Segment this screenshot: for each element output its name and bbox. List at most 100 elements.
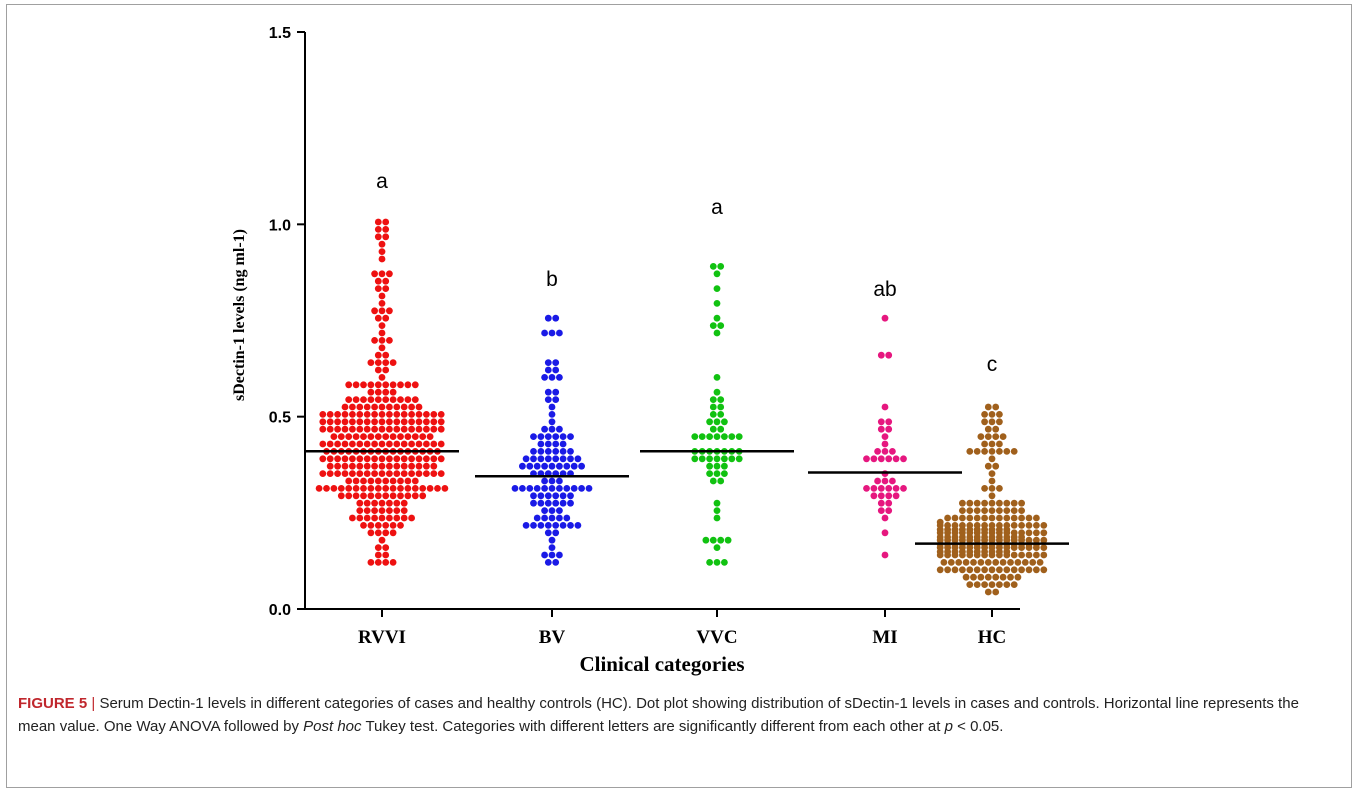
data-point-bv	[585, 485, 593, 492]
data-point-hc	[981, 485, 988, 492]
data-point-rvvi	[367, 522, 375, 529]
data-point-rvvi	[423, 418, 430, 426]
data-point-rvvi	[367, 559, 375, 566]
data-point-vvc	[717, 425, 725, 433]
data-point-rvvi	[386, 507, 393, 514]
data-point-vvc	[713, 462, 721, 470]
data-point-rvvi	[404, 492, 412, 500]
data-point-rvvi	[386, 425, 393, 433]
data-point-rvvi	[356, 440, 364, 448]
data-point-rvvi	[349, 418, 356, 426]
data-point-bv	[548, 425, 556, 433]
data-point-hc	[988, 499, 996, 507]
data-point-mi	[881, 440, 889, 448]
data-point-hc	[996, 514, 1003, 522]
data-point-rvvi	[374, 396, 382, 403]
data-point-vvc	[713, 329, 721, 337]
data-point-hc	[966, 533, 974, 541]
data-point-rvvi	[374, 277, 382, 285]
data-point-rvvi	[400, 470, 408, 477]
data-point-rvvi	[345, 381, 353, 389]
data-point-bv	[559, 448, 567, 455]
data-point-hc	[1025, 566, 1033, 574]
data-point-rvvi	[371, 307, 378, 315]
data-point-hc	[992, 588, 1000, 596]
data-point-rvvi	[367, 388, 375, 396]
data-point-rvvi	[382, 226, 390, 233]
data-point-vvc	[713, 514, 721, 522]
data-point-hc	[944, 514, 951, 522]
data-point-hc	[973, 533, 981, 541]
data-point-rvvi	[393, 418, 401, 426]
data-point-mi	[885, 499, 893, 507]
data-point-vvc	[698, 433, 706, 440]
data-point-bv	[570, 462, 578, 470]
data-point-mi	[877, 455, 885, 463]
data-point-hc	[973, 581, 981, 588]
data-point-rvvi	[378, 374, 386, 381]
data-point-hc	[936, 526, 944, 533]
data-point-hc	[988, 477, 996, 485]
data-point-bv	[526, 462, 534, 470]
data-point-hc	[944, 526, 951, 533]
data-point-rvvi	[378, 329, 386, 337]
data-point-hc	[966, 514, 974, 522]
data-point-mi	[881, 529, 889, 537]
significance-letter-rvvi: a	[376, 170, 388, 193]
data-point-hc	[988, 470, 996, 477]
data-point-rvvi	[378, 292, 386, 300]
data-point-rvvi	[382, 233, 390, 241]
y-axis-label: sDectin-1 levels (ng ml-1)	[231, 229, 248, 401]
data-point-mi	[881, 448, 889, 455]
data-point-rvvi	[408, 514, 415, 522]
data-point-hc	[988, 492, 996, 500]
data-point-rvvi	[382, 529, 390, 537]
data-point-rvvi	[360, 485, 367, 492]
data-point-bv	[548, 329, 556, 337]
data-point-bv	[530, 522, 537, 529]
data-point-mi	[885, 351, 893, 359]
data-point-mi	[900, 455, 907, 463]
data-point-vvc	[728, 455, 736, 463]
data-point-vvc	[709, 322, 717, 329]
data-point-rvvi	[378, 455, 386, 463]
data-point-rvvi	[341, 403, 349, 411]
data-point-rvvi	[408, 440, 415, 448]
data-point-bv	[519, 485, 526, 492]
data-point-hc	[1040, 522, 1048, 529]
data-point-bv	[537, 499, 545, 507]
data-point-rvvi	[386, 307, 393, 315]
data-point-rvvi	[330, 433, 338, 440]
data-point-vvc	[735, 433, 743, 440]
data-point-bv	[541, 507, 548, 514]
data-point-rvvi	[415, 418, 423, 426]
data-point-bv	[556, 329, 563, 337]
data-point-hc	[1003, 526, 1011, 533]
data-point-bv	[563, 514, 571, 522]
data-point-rvvi	[356, 470, 364, 477]
data-point-rvvi	[382, 485, 390, 492]
data-point-vvc	[713, 499, 721, 507]
data-point-bv	[537, 440, 545, 448]
data-point-vvc	[721, 433, 728, 440]
data-point-rvvi	[345, 396, 353, 403]
data-point-rvvi	[430, 440, 438, 448]
data-point-hc	[1018, 514, 1025, 522]
data-point-bv	[552, 529, 560, 537]
data-point-bv	[552, 396, 560, 403]
data-point-hc	[1003, 507, 1011, 514]
y-ticks: 0.0 0.5 1.0 1.5	[269, 25, 305, 619]
data-point-rvvi	[360, 433, 367, 440]
data-point-hc	[936, 518, 944, 526]
data-point-bv	[556, 462, 563, 470]
data-point-hc	[1018, 522, 1025, 529]
data-point-hc	[984, 588, 992, 596]
data-point-bv	[567, 492, 574, 500]
x-ticks: RVVI BV VVC MI HC	[358, 609, 1006, 648]
data-point-hc	[1003, 514, 1011, 522]
data-point-mi	[885, 492, 893, 500]
data-point-mi	[877, 351, 885, 359]
data-point-vvc	[702, 536, 710, 544]
data-point-hc	[1033, 514, 1040, 522]
data-point-bv	[563, 462, 571, 470]
